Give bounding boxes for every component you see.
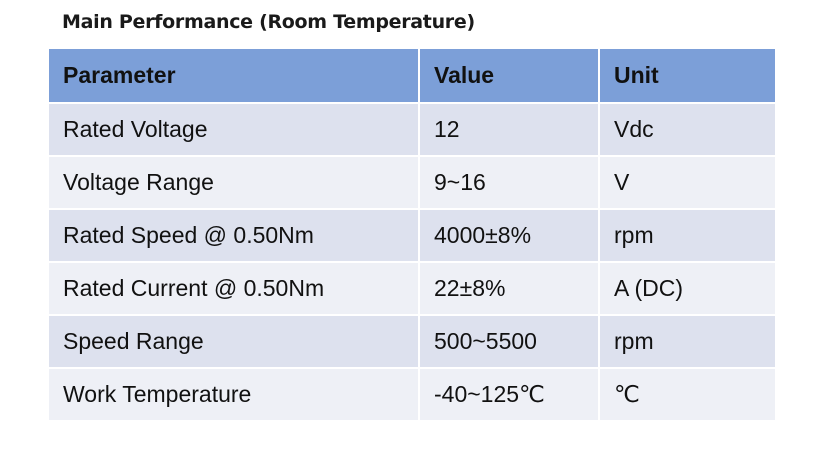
table-cell: Voltage Range bbox=[47, 155, 420, 210]
table-cell: -40~125℃ bbox=[418, 367, 600, 422]
table-cell: 4000±8% bbox=[418, 208, 600, 263]
table-cell: 9~16 bbox=[418, 155, 600, 210]
table-body: Rated Voltage 12 Vdc Voltage Range 9~16 V Rate… bbox=[47, 102, 777, 422]
table-cell: Rated Speed @ 0.50Nm bbox=[47, 208, 420, 263]
table-row: Rated Speed @ 0.50Nm 4000±8% rpm bbox=[47, 208, 777, 263]
table-cell: Speed Range bbox=[47, 314, 420, 369]
table-cell: 500~5500 bbox=[418, 314, 600, 369]
table-header: Parameter Value Unit bbox=[47, 47, 777, 104]
table-cell: Work Temperature bbox=[47, 367, 420, 422]
column-header: Unit bbox=[598, 47, 777, 104]
table-row: Speed Range 500~5500 rpm bbox=[47, 314, 777, 369]
performance-table: Parameter Value Unit Rated Voltage 12 Vdc Vol… bbox=[47, 47, 777, 422]
table-cell: Rated Current @ 0.50Nm bbox=[47, 261, 420, 316]
table-cell: 22±8% bbox=[418, 261, 600, 316]
table-cell: 12 bbox=[418, 102, 600, 157]
title: Main Performance (Room Temperature) bbox=[62, 11, 475, 33]
table-row: Work Temperature -40~125℃ ℃ bbox=[47, 367, 777, 422]
header-row: Parameter Value Unit bbox=[47, 47, 777, 104]
table-cell: A (DC) bbox=[598, 261, 777, 316]
table-row: Rated Voltage 12 Vdc bbox=[47, 102, 777, 157]
table-row: Rated Current @ 0.50Nm 22±8% A (DC) bbox=[47, 261, 777, 316]
column-header: Value bbox=[418, 47, 600, 104]
table-cell: ℃ bbox=[598, 367, 777, 422]
table-cell: Rated Voltage bbox=[47, 102, 420, 157]
table-cell: V bbox=[598, 155, 777, 210]
table-row: Voltage Range 9~16 V bbox=[47, 155, 777, 210]
table-cell: rpm bbox=[598, 314, 777, 369]
table-cell: Vdc bbox=[598, 102, 777, 157]
column-header: Parameter bbox=[47, 47, 420, 104]
table-cell: rpm bbox=[598, 208, 777, 263]
